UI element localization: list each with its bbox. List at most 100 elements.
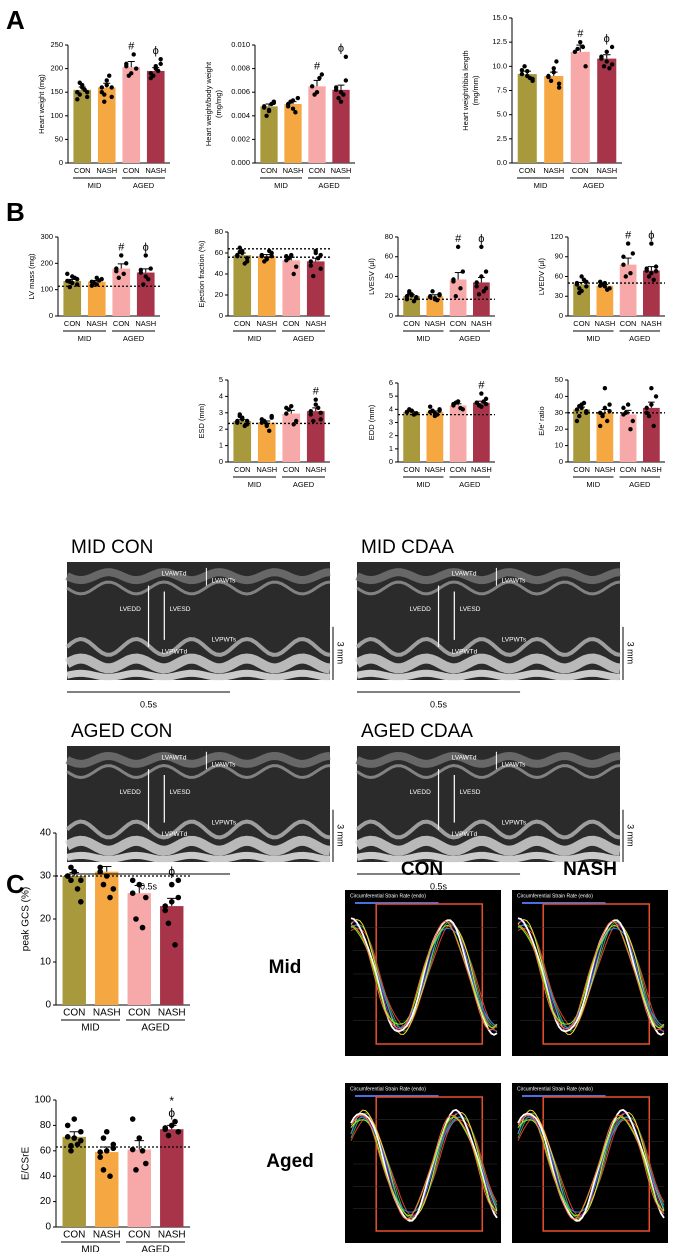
y-axis-label: LVEDV (μl) — [537, 257, 546, 295]
bar — [87, 281, 106, 316]
data-point — [103, 1148, 110, 1154]
significance-mark: ϕ — [604, 33, 610, 45]
x-tick-label: NASH — [594, 319, 615, 328]
bar — [282, 413, 301, 462]
strain-curve — [350, 920, 498, 1031]
data-point — [148, 266, 153, 271]
bar — [570, 51, 590, 164]
x-tick-label: NASH — [158, 1008, 186, 1019]
data-point — [110, 1145, 117, 1152]
data-point — [119, 253, 124, 258]
data-point — [129, 890, 136, 896]
data-point — [581, 400, 587, 406]
data-point — [75, 97, 80, 102]
y-tick-label: 20 — [555, 424, 563, 433]
data-point — [625, 241, 631, 246]
y-tick-label: 5 — [389, 391, 393, 400]
data-point — [479, 404, 484, 409]
data-point — [271, 100, 277, 106]
data-point — [259, 252, 265, 258]
image-title: AGED CDAA — [361, 721, 473, 742]
bar — [643, 270, 660, 316]
data-point — [519, 71, 525, 77]
x-tick-label: CON — [519, 166, 536, 175]
data-point — [68, 1142, 74, 1149]
significance-mark: ϕ — [168, 864, 175, 878]
data-point — [104, 82, 109, 88]
bar — [282, 260, 301, 316]
data-point — [100, 1135, 107, 1141]
bar — [332, 89, 350, 163]
x-tick-label: CON — [309, 166, 326, 175]
group-label: MID — [248, 480, 262, 489]
y-tick-label: 40 — [40, 828, 52, 839]
y-axis-label: E/e' ratio — [537, 406, 546, 435]
y-tick-label: 0.006 — [231, 87, 250, 96]
data-point — [71, 1135, 78, 1141]
data-point — [109, 94, 114, 100]
echo-wall — [356, 580, 621, 596]
bar — [573, 409, 590, 462]
strain-curve — [517, 1109, 665, 1221]
data-point — [311, 273, 316, 279]
y-tick-label: 10.0 — [492, 61, 507, 70]
data-point — [109, 85, 114, 90]
data-point — [102, 99, 107, 104]
data-point — [153, 64, 158, 69]
data-point — [649, 386, 654, 391]
data-point — [124, 64, 129, 69]
echo-wall — [355, 636, 621, 657]
x-tick-label: NASH — [543, 166, 564, 175]
y-axis-label: (mg/mm) — [471, 75, 480, 105]
data-point — [309, 84, 315, 89]
data-point — [165, 920, 172, 927]
echo-wall — [66, 763, 331, 780]
significance-mark: ϕ — [338, 43, 344, 55]
y-tick-label: 0 — [559, 311, 563, 320]
data-point — [129, 877, 136, 884]
data-point — [597, 423, 603, 429]
data-point — [649, 241, 654, 246]
y-tick-label: 120 — [550, 232, 563, 241]
data-point — [103, 1128, 110, 1135]
data-point — [291, 422, 296, 427]
image-title: MID CDAA — [361, 537, 454, 558]
data-point — [574, 407, 580, 412]
y-tick-label: 100 — [50, 111, 63, 120]
strain-plot-title: Circumferential Strain Rate (endo) — [517, 893, 593, 899]
data-point — [77, 92, 82, 97]
x-tick-label: NASH — [145, 166, 166, 175]
echo-wall — [66, 669, 331, 681]
strain-curve — [350, 1114, 498, 1220]
y-tick-label: 0 — [45, 1222, 51, 1233]
y-tick-label: 80 — [385, 232, 393, 241]
significance-mark: ϕ — [478, 233, 484, 245]
echo-label: LVPWTd — [162, 831, 188, 838]
data-point — [143, 1160, 149, 1167]
data-point — [579, 274, 584, 279]
strain-curve — [350, 1108, 498, 1222]
data-point — [293, 418, 299, 424]
scale-label: 0.5s — [140, 881, 158, 891]
data-point — [259, 417, 265, 422]
echo-label: LVEDD — [410, 606, 431, 613]
data-point — [133, 66, 139, 71]
data-point — [577, 413, 582, 419]
data-point — [609, 44, 615, 50]
data-point — [68, 864, 74, 871]
y-tick-label: 40 — [40, 1171, 52, 1182]
scale-label: 3 mm — [336, 824, 346, 847]
bar — [257, 422, 276, 462]
data-point — [451, 401, 456, 407]
bar — [517, 74, 537, 163]
group-label: AGED — [459, 334, 481, 343]
echo-label: LVAWTd — [452, 571, 477, 578]
y-tick-label: 80 — [40, 1120, 52, 1131]
bar — [233, 255, 252, 316]
data-point — [172, 1118, 178, 1125]
x-tick-label: CON — [261, 166, 278, 175]
significance-mark: ϕ — [168, 1106, 175, 1120]
data-point — [316, 405, 321, 411]
row-header: Mid — [269, 957, 302, 978]
strain-curve — [517, 1108, 665, 1222]
